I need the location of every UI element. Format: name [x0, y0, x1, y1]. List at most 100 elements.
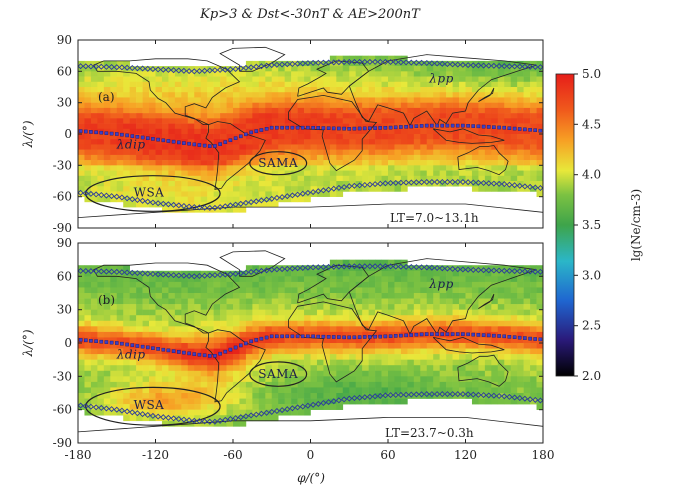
plasmapause-marker [180, 272, 187, 279]
heatmap-cell [400, 276, 408, 283]
heatmap-cell [90, 398, 98, 405]
heatmap-cell [168, 196, 176, 203]
heatmap-cell [239, 186, 247, 192]
heatmap-cell [329, 76, 337, 83]
heatmap-cell [97, 81, 105, 88]
heatmap-cell [536, 102, 543, 109]
dip-equator-marker [471, 332, 476, 337]
heatmap-cell [226, 420, 234, 427]
heatmap-cell [245, 134, 253, 140]
heatmap-cell [284, 309, 292, 316]
heatmap-cell [329, 144, 337, 150]
heatmap-cell [278, 298, 285, 305]
plasmapause-marker [532, 184, 539, 191]
plasmapause-marker [175, 202, 182, 209]
heatmap-cell [394, 81, 402, 88]
heatmap-cell [220, 281, 227, 288]
heatmap-cell [407, 107, 415, 114]
heatmap-cell [323, 315, 331, 322]
heatmap-cell [271, 165, 279, 171]
heatmap-cell [129, 359, 137, 366]
heatmap-cell [478, 337, 486, 344]
heatmap-cell [523, 123, 531, 130]
heatmap-cell [471, 276, 479, 283]
plasmapause-marker [527, 268, 534, 275]
heatmap-cell [149, 113, 156, 119]
heatmap-cell [342, 81, 350, 88]
heatmap-cell [78, 113, 85, 119]
heatmap-cell [510, 276, 518, 283]
heatmap-cell [220, 337, 227, 344]
heatmap-cell [226, 87, 234, 93]
heatmap-cell [142, 71, 150, 77]
heatmap-cell [245, 175, 253, 182]
heatmap-cell [375, 144, 382, 150]
heatmap-cell [291, 270, 298, 277]
heatmap-cell [342, 298, 350, 305]
heatmap-cell [336, 304, 344, 310]
heatmap-cell [420, 337, 428, 344]
heatmap-cell [388, 97, 395, 103]
heatmap-cell [530, 149, 537, 156]
heatmap-cell [504, 175, 512, 182]
heatmap-cell [510, 398, 518, 405]
heatmap-cell [84, 331, 92, 338]
heatmap-cell [517, 128, 524, 135]
heatmap-cell [213, 337, 221, 344]
y-axis-label-panel-b: λ/(°) [21, 329, 35, 357]
heatmap-cell [194, 376, 202, 383]
heatmap-cell [381, 113, 389, 119]
plasmapause-marker [382, 392, 389, 399]
heatmap-cell [510, 134, 518, 140]
heatmap-cell [161, 354, 169, 360]
plasmapause-marker [532, 268, 539, 275]
heatmap-cell [413, 71, 421, 77]
heatmap-cell [459, 113, 466, 119]
heatmap-cell [200, 320, 208, 327]
heatmap-cell [187, 331, 195, 338]
heatmap-cell [84, 118, 92, 124]
heatmap-cell [291, 107, 298, 114]
heatmap-cell [110, 320, 118, 327]
heatmap-cell [110, 298, 118, 305]
heatmap-cell [97, 123, 105, 130]
heatmap-cell [284, 287, 292, 294]
plasmapause-marker [511, 394, 518, 401]
heatmap-cell [90, 320, 98, 327]
heatmap-cell [420, 154, 428, 161]
heatmap-cell [471, 81, 479, 88]
heatmap-cell [388, 144, 395, 150]
heatmap-cell [362, 331, 369, 338]
heatmap-cell [316, 149, 324, 156]
plasmapause-marker [82, 63, 89, 70]
heatmap-cell [316, 298, 324, 305]
heatmap-cell [394, 92, 402, 98]
heatmap-cell [220, 128, 227, 135]
heatmap-cell [471, 326, 479, 333]
heatmap-cell [245, 165, 253, 171]
heatmap-cell [413, 76, 421, 83]
plasmapause-marker [253, 63, 260, 70]
heatmap-cell [207, 415, 214, 422]
heatmap-cell [168, 175, 176, 182]
heatmap-cell [284, 107, 292, 114]
heatmap-cell [220, 381, 227, 388]
heatmap-cell [517, 320, 524, 327]
heatmap-cell [78, 359, 85, 366]
dip-equator-marker [249, 130, 253, 135]
heatmap-cell [110, 170, 118, 177]
heatmap-cell [523, 320, 531, 327]
heatmap-cell [129, 118, 137, 124]
heatmap-cell [426, 81, 434, 88]
heatmap-cell [200, 113, 208, 119]
heatmap-cell [478, 134, 486, 140]
heatmap-cell [426, 348, 434, 355]
heatmap-cell [97, 113, 105, 119]
dip-equator-marker [259, 128, 264, 132]
dip-equator-marker [285, 334, 290, 339]
heatmap-cell [407, 175, 415, 182]
heatmap-cell [304, 113, 311, 119]
heatmap-cell [174, 326, 182, 333]
heatmap-cell [245, 102, 253, 109]
heatmap-cell [446, 359, 453, 366]
